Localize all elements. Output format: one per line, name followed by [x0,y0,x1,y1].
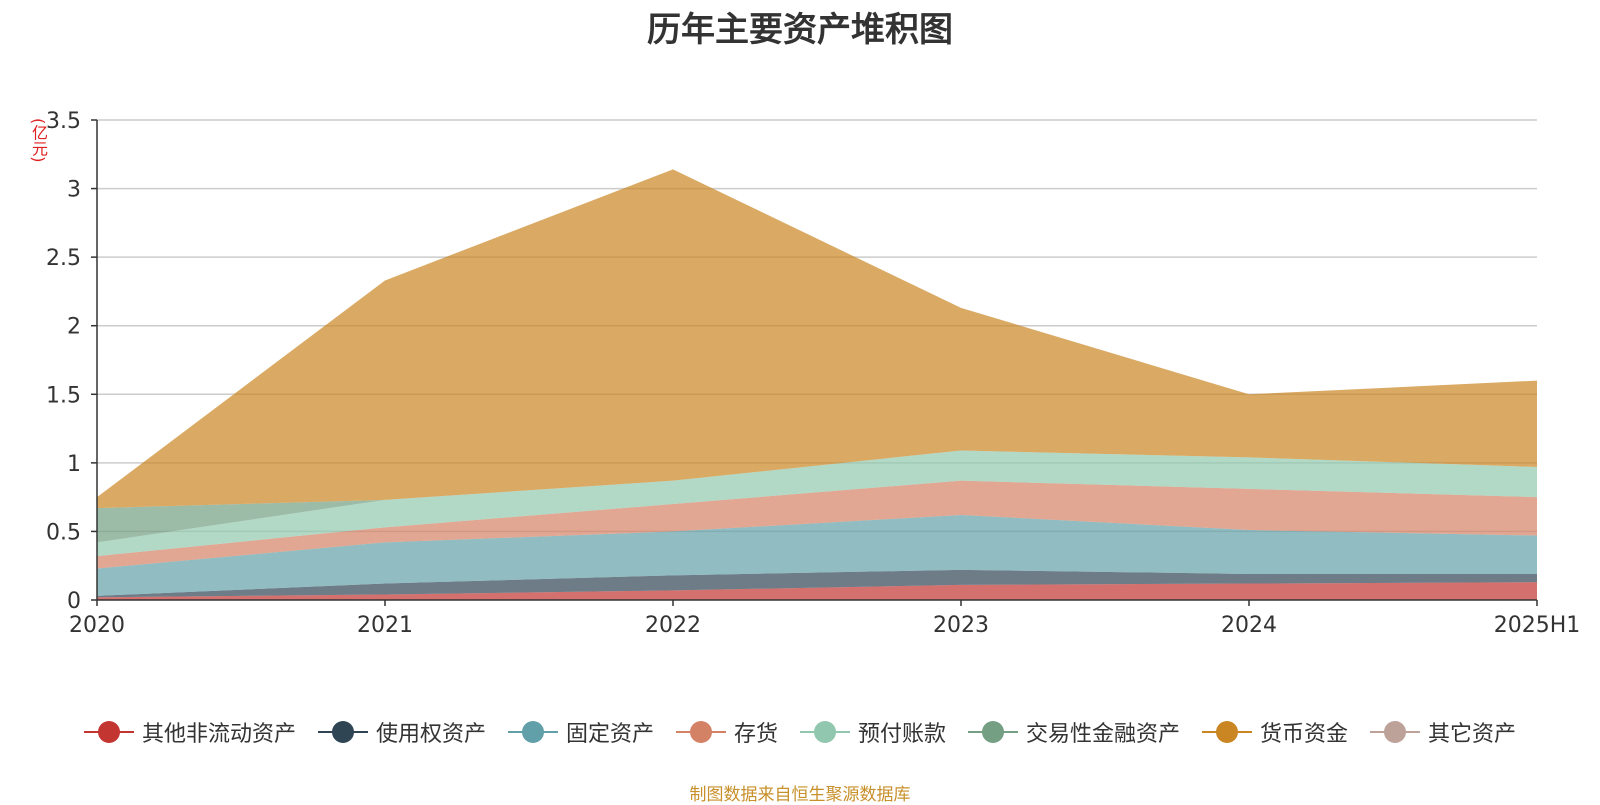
area-series-2 [97,514,1537,596]
legend-marker-icon [675,721,726,743]
y-tick-label-2: 1 [67,452,81,477]
area-series-6 [97,169,1537,509]
area-series-0 [97,582,1537,600]
area-series-3 [97,480,1537,569]
x-tick-label-1: 2021 [357,613,413,638]
x-tick-label-3: 2023 [933,613,989,638]
legend-label: 预付账款 [858,722,947,747]
area-series-1 [97,569,1537,598]
y-tick-label-4: 2 [67,315,81,340]
legend-label: 其他非流动资产 [141,722,296,747]
legend-item-6[interactable]: 货币资金 [1202,716,1348,748]
legend-item-7[interactable]: 其它资产 [1370,716,1516,748]
legend-item-2[interactable]: 固定资产 [507,716,654,748]
legend-item-5[interactable]: 交易性金融资产 [968,716,1180,748]
x-tick-label-2: 2022 [645,613,701,638]
x-tick-label-5: 2025H1 [1494,613,1581,638]
chart-title: 历年主要资产堆积图 [647,10,953,50]
y-tick-label-3: 1.5 [46,383,81,408]
legend-marker-icon [83,721,134,743]
y-tick-label-0: 0 [67,589,81,614]
x-tick-label-4: 2024 [1221,613,1277,638]
legend-label: 使用权资产 [375,722,486,747]
y-tick-label-5: 2.5 [46,246,81,271]
y-axis-label: (亿元) [29,118,48,163]
legend-label: 存货 [733,722,778,747]
legend-marker-icon [507,721,558,743]
legend-label: 交易性金融资产 [1026,722,1181,747]
y-tick-label-6: 3 [67,178,81,203]
legend: 其他非流动资产 使用权资产 固定资产 存货 预付账款 交易性金融资产 货币资金 其它资产 [0,716,1600,748]
y-tick-label-1: 0.5 [46,520,81,545]
y-tick-label-7: 3.5 [46,109,81,134]
footer-source: 制图数据来自恒生聚源数据库 [689,785,911,805]
legend-marker-icon [968,721,1019,743]
legend-item-0[interactable]: 其他非流动资产 [83,716,296,748]
axis-layer: 0 0.5 1 1.5 2 2.5 3 3.5 2020 2021 2022 2023 2024 2025… [46,109,1580,638]
legend-marker-icon [317,721,368,743]
x-tick-label-0: 2020 [69,613,125,638]
legend-label: 货币资金 [1260,722,1349,747]
legend-item-1[interactable]: 使用权资产 [317,716,486,748]
area-layer [97,169,1537,600]
legend-item-3[interactable]: 存货 [675,716,778,748]
legend-item-4[interactable]: 预付账款 [800,716,946,748]
legend-marker-icon [1370,721,1421,743]
legend-marker-icon [800,721,850,743]
area-series-4 [97,450,1537,557]
legend-label: 其它资产 [1428,722,1517,747]
legend-marker-icon [1202,721,1253,743]
legend-label: 固定资产 [565,722,654,747]
